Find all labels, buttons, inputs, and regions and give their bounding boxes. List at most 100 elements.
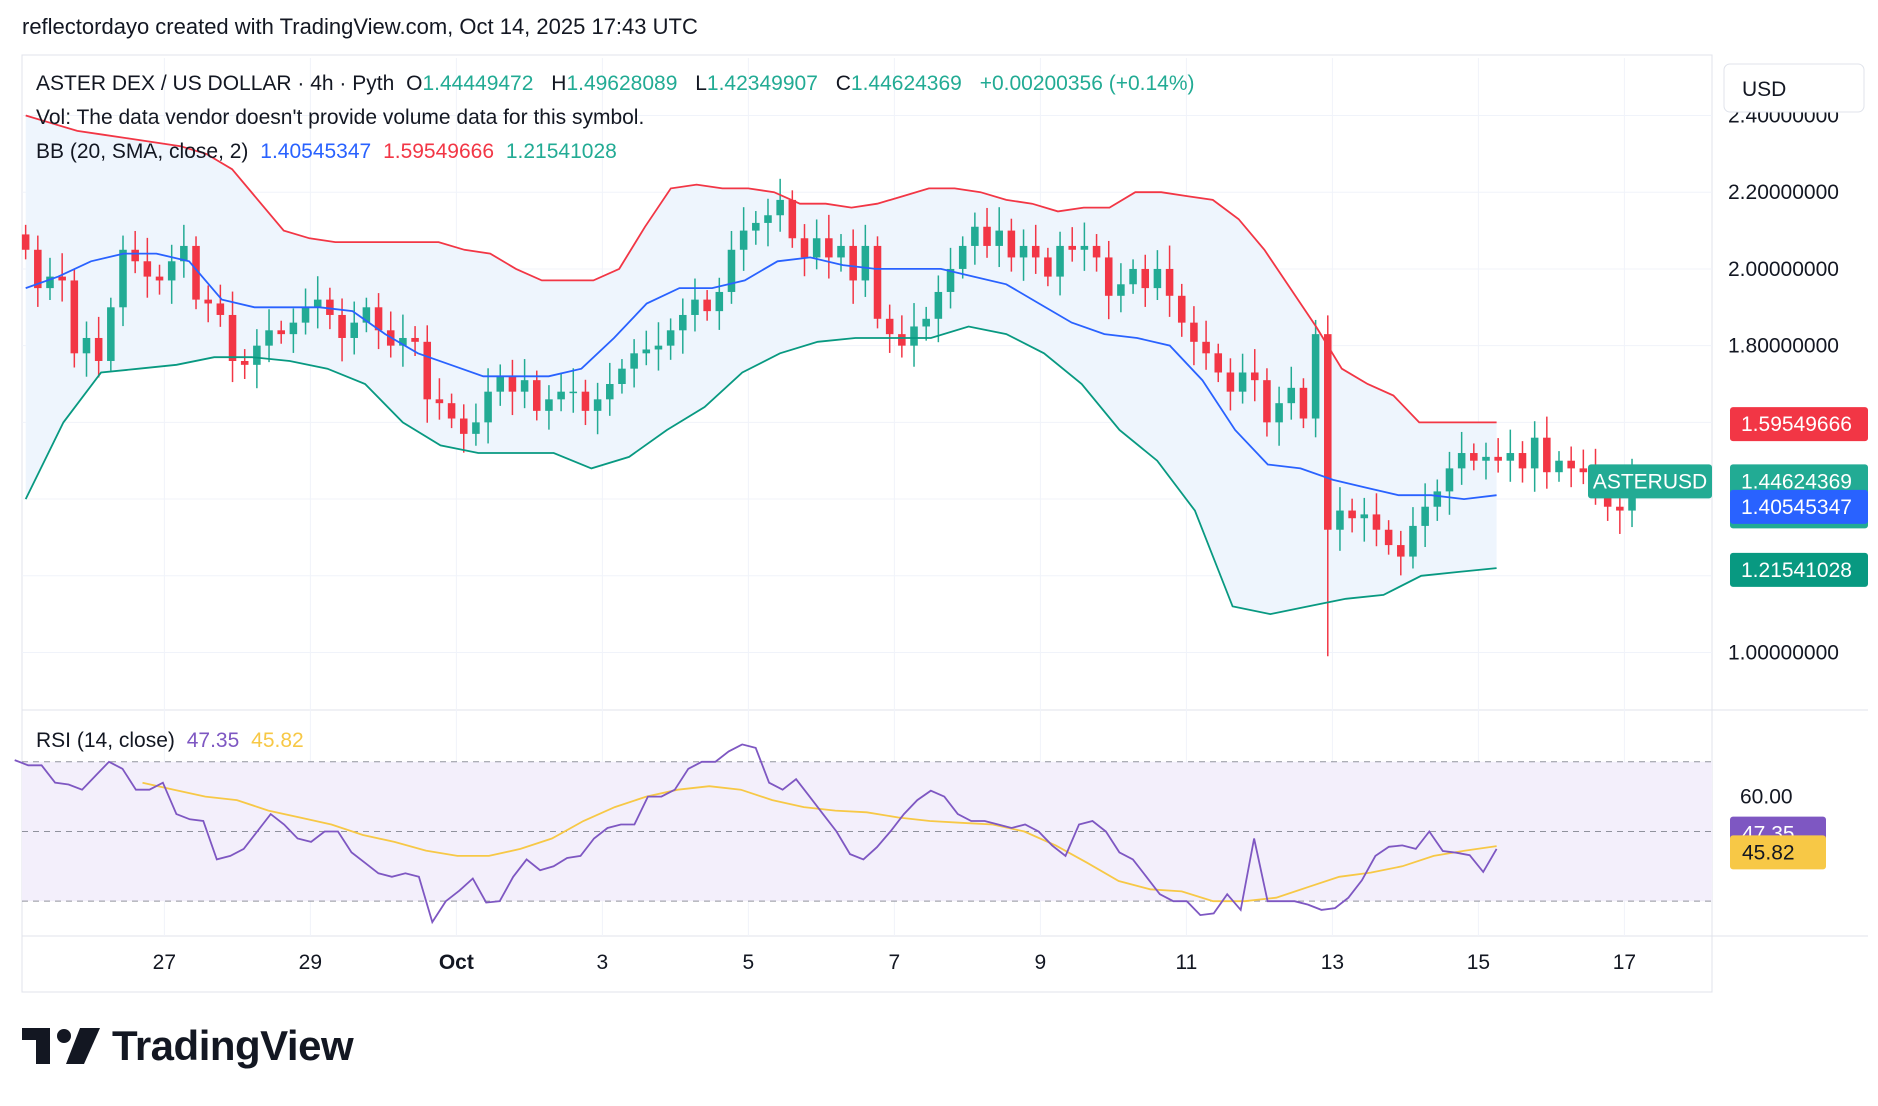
bb-basis-line[interactable] [25,252,1497,501]
candle-body[interactable] [1287,387,1296,404]
candle-body[interactable] [34,249,42,289]
candle-body[interactable] [484,391,492,423]
candle-body[interactable] [1372,514,1381,530]
candle-body[interactable] [642,349,651,354]
candle-body[interactable] [21,234,30,250]
candle-body[interactable] [338,314,346,338]
candle-body[interactable] [922,318,930,327]
candle-body[interactable] [752,222,760,231]
candle-body[interactable] [666,330,675,346]
candle-body[interactable] [1299,387,1308,419]
candle-body[interactable] [1044,257,1052,277]
candle-body[interactable] [1165,268,1174,296]
candle-body[interactable] [167,261,176,281]
candle-body[interactable] [1616,506,1624,511]
candle-body[interactable] [654,345,663,350]
candle-body[interactable] [459,418,468,434]
candle-body[interactable] [971,226,979,246]
candle-body[interactable] [727,249,736,292]
candle-body[interactable] [606,384,614,400]
candle-body[interactable] [1226,372,1235,392]
candle-body[interactable] [837,245,845,258]
candle-body[interactable] [1457,453,1466,469]
candle-body[interactable] [995,230,1003,246]
candle-body[interactable] [1384,529,1393,546]
candle-body[interactable] [58,276,66,281]
candle-body[interactable] [569,391,578,394]
candle-body[interactable] [812,238,821,258]
candle-body[interactable] [1324,334,1332,530]
candle-body[interactable] [301,307,310,323]
candle-body[interactable] [958,245,967,269]
candle-body[interactable] [411,337,419,342]
candle-body[interactable] [1494,456,1502,461]
candle-body[interactable] [788,199,797,239]
candle-body[interactable] [898,334,906,346]
candle-body[interactable] [472,422,480,434]
candle-body[interactable] [155,276,164,281]
candle-body[interactable] [739,230,748,250]
candle-body[interactable] [1177,295,1186,323]
candle-body[interactable] [326,299,334,315]
candle-body[interactable] [192,245,200,300]
candle-body[interactable] [70,280,79,354]
candle-body[interactable] [1567,460,1575,469]
candle-body[interactable] [1579,468,1588,473]
candle-body[interactable] [435,399,444,404]
candle-body[interactable] [618,368,626,384]
candle-body[interactable] [131,249,139,262]
candle-body[interactable] [204,299,212,304]
candle-body[interactable] [1007,230,1016,258]
candle-body[interactable] [496,376,505,392]
candle-body[interactable] [313,299,322,308]
candle-body[interactable] [1250,372,1259,381]
bb-lower-line[interactable] [24,325,1497,616]
candle-body[interactable] [289,322,298,335]
candle-body[interactable] [885,318,894,335]
candle-body[interactable] [1482,456,1490,461]
candle-body[interactable] [861,245,870,281]
candle-body[interactable] [1068,245,1076,250]
candle-body[interactable] [107,307,115,361]
candle-body[interactable] [119,249,127,308]
candle-body[interactable] [934,291,943,319]
candle-body[interactable] [545,399,553,411]
candle-body[interactable] [1506,453,1515,461]
chart-canvas[interactable]: 27 29 Oct 3 5 7 9 11 13 15 17 1.00000000 1.80000000 2… [0,0,1878,1000]
candle-body[interactable] [703,299,711,312]
candle-body[interactable] [1409,525,1417,557]
candle-body[interactable] [1141,268,1150,289]
candle-body[interactable] [374,307,383,331]
candle-body[interactable] [946,268,955,292]
candle-body[interactable] [1543,437,1551,473]
candle-body[interactable] [1433,491,1442,507]
candle-body[interactable] [873,245,882,319]
candle-body[interactable] [715,291,724,312]
tradingview-logo[interactable]: TradingView [22,1022,354,1070]
candle-body[interactable] [1104,257,1113,296]
candle-body[interactable] [1348,510,1356,519]
candle-body[interactable] [910,326,918,346]
candle-body[interactable] [277,330,285,335]
candle-body[interactable] [1445,468,1454,492]
candle-body[interactable] [679,314,687,331]
rsi-label[interactable]: RSI (14, close) [36,729,175,752]
candle-body[interactable] [1202,341,1210,354]
candle-body[interactable] [1518,453,1527,469]
candle-body[interactable] [1214,353,1223,373]
candle-body[interactable] [1117,284,1125,296]
candle-body[interactable] [447,403,456,419]
candle-body[interactable] [1263,380,1271,423]
candle-body[interactable] [180,245,188,262]
candle-body[interactable] [350,322,358,338]
candle-body[interactable] [1470,453,1478,461]
candle-body[interactable] [557,391,565,400]
candle-body[interactable] [1153,268,1162,289]
candle-body[interactable] [1238,372,1247,392]
candle-body[interactable] [46,276,54,289]
candle-body[interactable] [776,199,784,216]
candle-body[interactable] [581,391,590,411]
candle-body[interactable] [825,238,833,258]
candle-body[interactable] [1397,545,1405,557]
candle-body[interactable] [1530,437,1539,469]
